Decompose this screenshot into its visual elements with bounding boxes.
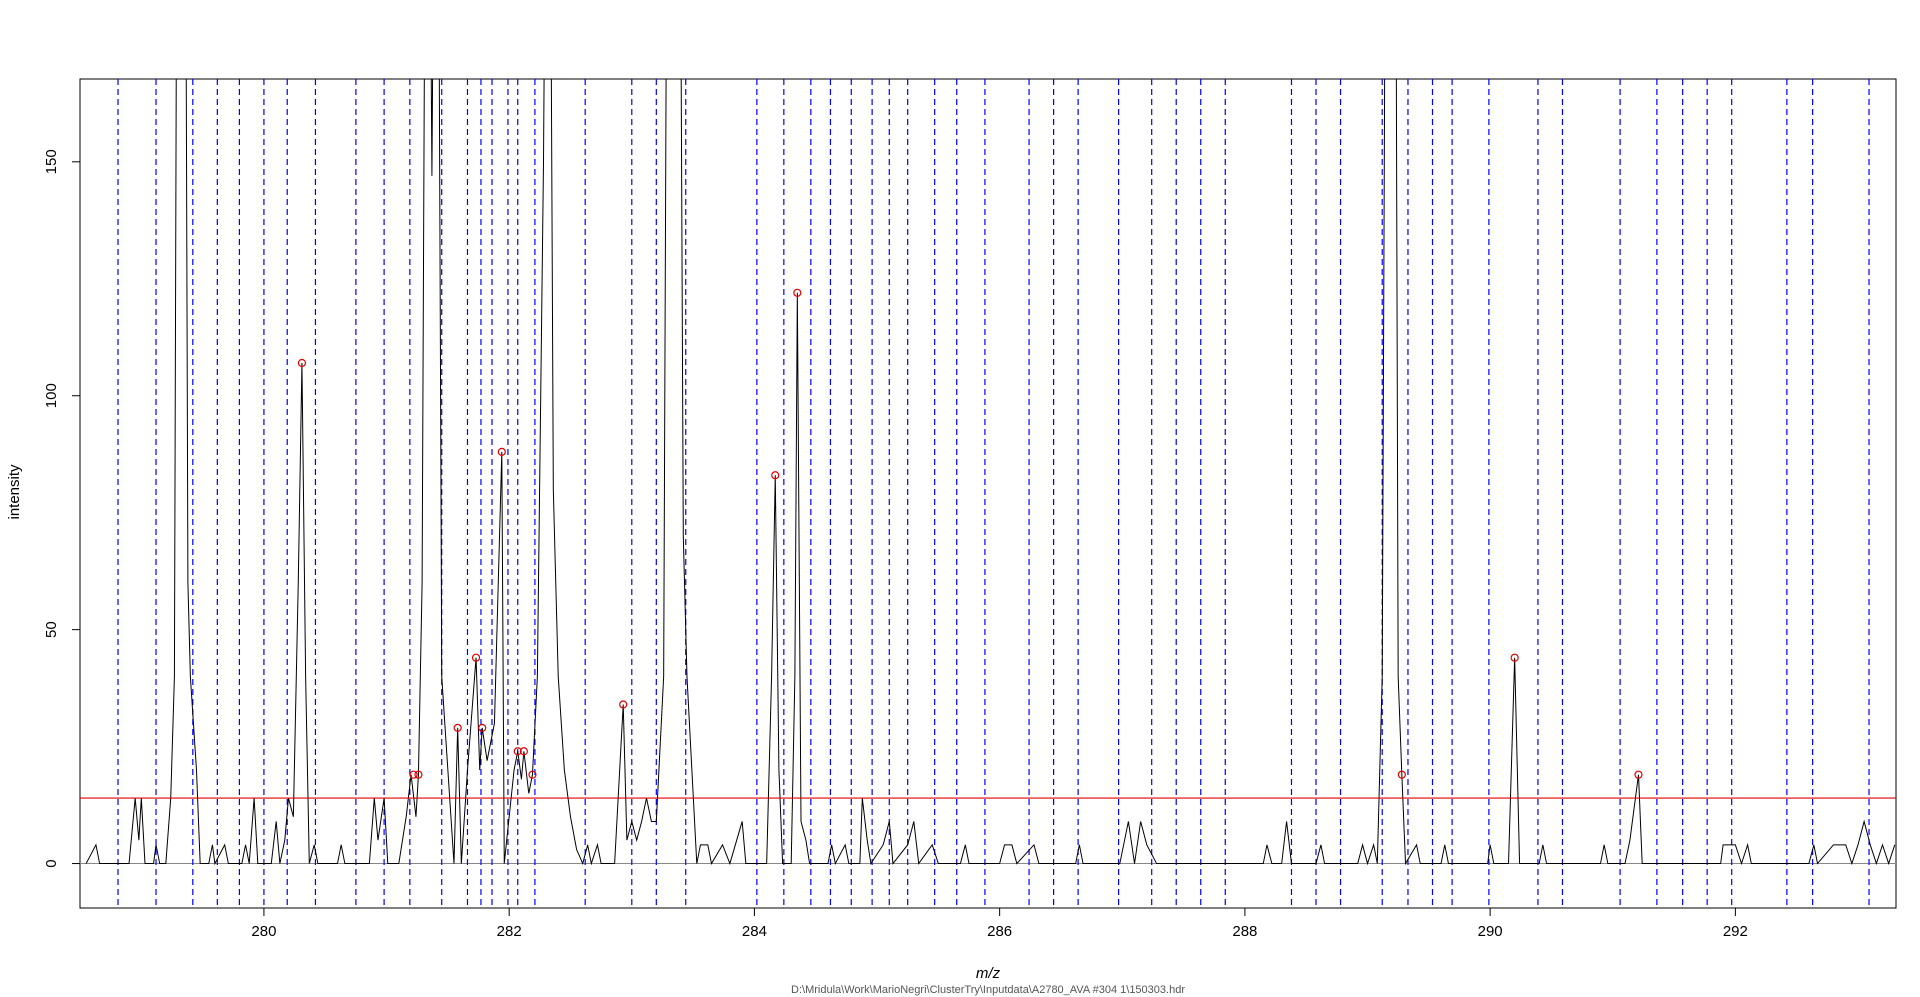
peak-marker <box>1510 653 1519 662</box>
x-tick-label: 282 <box>497 923 522 940</box>
x-tick-label: 290 <box>1478 923 1503 940</box>
y-axis-label: intensity <box>6 464 23 520</box>
peak-marker <box>453 723 462 732</box>
caption: D:\Mridula\Work\MarioNegri\ClusterTry\In… <box>791 984 1185 996</box>
spectrum-line <box>85 79 1896 866</box>
peak-marker <box>471 653 481 662</box>
peak-marker <box>519 747 528 756</box>
peak-marker <box>1397 770 1406 779</box>
plot-area <box>80 79 1896 908</box>
x-axis-label: m/z <box>976 965 1001 982</box>
y-tick-label: 150 <box>43 149 60 174</box>
peak-marker <box>513 747 522 756</box>
peak-marker <box>478 723 487 732</box>
peak-marker <box>409 770 418 779</box>
y-tick-label: 100 <box>43 383 60 408</box>
peak-marker <box>793 288 802 297</box>
peak-marker <box>1634 770 1643 779</box>
x-tick-label: 292 <box>1723 923 1748 940</box>
x-tick-label: 284 <box>742 923 767 940</box>
peak-marker <box>497 447 506 456</box>
plot-frame <box>79 78 1897 909</box>
x-tick-label: 280 <box>251 923 276 940</box>
x-tick-label: 286 <box>987 923 1012 940</box>
peak-marker <box>771 471 780 480</box>
y-tick-label: 50 <box>43 621 60 638</box>
x-tick-label: 288 <box>1232 923 1257 940</box>
peak-marker <box>414 770 423 779</box>
peak-marker <box>297 358 307 368</box>
y-tick-label: 0 <box>43 859 60 867</box>
peak-marker <box>528 770 537 779</box>
peak-marker <box>619 700 628 709</box>
